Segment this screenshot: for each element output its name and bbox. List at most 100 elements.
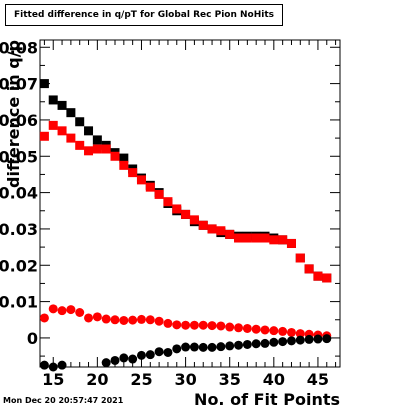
data-point-square [225,229,235,239]
data-point-square [75,140,85,150]
data-point-square [216,226,226,236]
data-point-square [39,131,49,141]
data-point-square [304,264,314,274]
data-point-circle [119,315,129,325]
data-point-circle [234,323,244,333]
data-point-circle [242,323,252,333]
data-point-circle [128,315,138,325]
data-point-circle [145,350,155,360]
data-point-circle [269,337,279,347]
data-point-circle [48,304,58,314]
y-tick-label: 0.03 [0,220,38,239]
data-point-square [269,235,279,245]
data-point-circle [207,321,217,331]
x-axis-label: No. of Fit Points [194,390,340,409]
timestamp: Mon Dec 20 20:57:47 2021 [3,396,124,405]
axis-tick-labels: 15 20 25 30 35 40 45 0 0.01 0.02 0.03 0.04 0.05 0.06 0… [0,38,329,389]
data-point-circle [189,342,199,352]
data-point-square [207,224,217,234]
data-point-square [260,233,270,243]
data-point-circle [251,339,261,349]
data-point-circle [234,340,244,350]
data-point-circle [66,305,76,315]
data-point-circle [189,320,199,330]
data-point-circle [101,314,111,324]
data-point-square [286,238,296,248]
data-point-circle [172,320,182,330]
data-point-circle [286,336,296,346]
data-point-circle [286,327,296,337]
y-tick-label: 0.05 [0,147,38,166]
data-point-circle [198,342,208,352]
data-point-circle [322,334,332,344]
data-points [39,79,332,372]
data-point-square [322,273,332,283]
y-tick-label: 0.02 [0,256,38,275]
data-point-circle [57,360,67,370]
data-point-circle [207,342,217,352]
y-tick-label: 0.04 [0,184,38,203]
data-point-circle [304,334,314,344]
data-point-circle [216,342,226,352]
data-point-square [172,204,182,214]
data-point-square [84,146,94,156]
data-point-circle [225,322,235,332]
x-tick-label: 45 [307,370,329,389]
y-tick-label: 0.06 [0,111,38,130]
data-point-circle [269,326,279,336]
data-point-circle [260,338,270,348]
data-point-circle [136,350,146,360]
data-point-circle [110,315,120,325]
data-point-square [84,126,94,136]
data-point-circle [154,316,164,326]
data-point-circle [75,308,85,317]
data-point-circle [119,353,129,363]
data-point-square [295,253,305,263]
data-point-circle [242,339,252,349]
data-point-circle [181,342,191,352]
data-point-square [198,220,208,230]
x-tick-label: 30 [174,370,196,389]
plot-frame [39,39,341,368]
data-point-circle [84,313,94,323]
data-point-circle [128,354,138,364]
data-point-square [313,271,323,281]
data-point-circle [110,355,120,365]
data-point-square [128,168,138,178]
data-point-square [181,209,191,219]
data-point-circle [313,334,323,344]
data-point-circle [278,337,288,347]
data-point-circle [39,360,49,370]
data-point-square [163,197,173,207]
data-point-square [242,233,252,243]
y-tick-label: 0.01 [0,293,38,312]
data-point-square [66,108,76,118]
data-point-circle [57,306,67,316]
data-point-square [92,144,102,154]
data-point-square [101,144,111,154]
y-axis-label: difference in q/p [4,40,23,188]
data-point-circle [295,335,305,345]
data-point-square [48,95,58,105]
data-point-circle [101,358,111,368]
x-tick-label: 20 [86,370,108,389]
y-tick-label: 0.08 [0,38,38,57]
data-point-square [66,133,76,143]
data-point-square [234,233,244,243]
data-point-circle [251,324,261,334]
chart-title: Fitted difference in q/pT for Global Rec… [5,4,283,26]
data-point-square [136,175,146,185]
data-point-circle [216,321,226,331]
data-point-square [278,235,288,245]
data-point-square [251,233,261,243]
data-point-square [92,135,102,145]
data-point-circle [163,318,173,328]
data-point-circle [145,315,155,325]
x-tick-label: 15 [42,370,64,389]
data-point-circle [163,347,173,357]
data-point-square [119,153,129,163]
data-point-circle [225,341,235,351]
data-point-circle [172,344,182,354]
y-tick-label: 0.07 [0,75,38,94]
